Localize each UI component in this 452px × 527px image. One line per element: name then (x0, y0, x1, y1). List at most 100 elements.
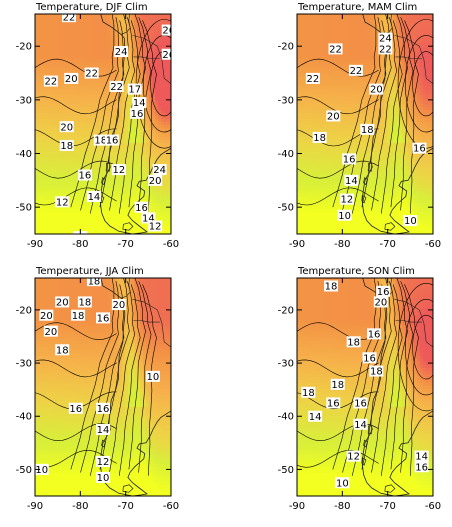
contour-label: 14 (344, 174, 359, 187)
svg-text:20: 20 (149, 176, 162, 187)
contour-line (404, 284, 419, 476)
country-border (394, 299, 433, 348)
contour-label: 18 (93, 134, 108, 147)
contour-label: 12 (96, 455, 110, 468)
island-outline (122, 222, 134, 231)
country-border (133, 320, 160, 323)
island-outline (101, 439, 106, 448)
contour-label: 10 (145, 370, 160, 383)
contour-label: 20 (373, 296, 388, 309)
contour-label: 18 (55, 344, 70, 356)
contour-label: 18 (346, 336, 361, 348)
contour-label: 22 (328, 43, 343, 55)
country-border (120, 14, 131, 35)
island-outline (363, 177, 368, 186)
island-outline (384, 222, 396, 231)
y-tick-label: -30 (278, 95, 294, 106)
contour-label: 16 (367, 328, 382, 340)
contour-line (109, 281, 136, 473)
x-tick-label: -80 (334, 501, 350, 512)
contour-line (297, 322, 379, 341)
contour-label: 20 (43, 325, 58, 338)
y-tick-label: -50 (16, 465, 32, 476)
contour-label: 18 (360, 123, 375, 136)
contour-label: 16 (353, 397, 368, 410)
coastline (99, 14, 171, 234)
contour-line (342, 281, 382, 473)
svg-text:12: 12 (112, 165, 125, 176)
contour-label: 22 (378, 43, 393, 55)
svg-text:22: 22 (110, 82, 123, 93)
svg-text:20: 20 (65, 74, 78, 85)
y-tick-label: -40 (278, 149, 294, 160)
contour-line (138, 281, 152, 473)
contour-line (397, 283, 433, 412)
plot-frame (34, 13, 172, 235)
contour-label: 16 (130, 107, 144, 120)
contour-label: 18 (324, 280, 338, 293)
svg-text:12: 12 (56, 197, 69, 208)
x-tick-label: -60 (425, 239, 441, 250)
plot-frame (296, 277, 434, 497)
contour-label: 22 (109, 80, 124, 93)
contour-line (405, 35, 433, 133)
x-tick-label: -90 (289, 239, 305, 250)
x-tick-label: -60 (163, 501, 179, 512)
y-tick-label: -20 (16, 42, 32, 53)
contour-label: 14 (86, 190, 101, 203)
contour-line (35, 160, 117, 179)
contour-line (109, 17, 136, 211)
country-border (395, 320, 422, 323)
plot-frame (34, 277, 172, 497)
contour-line (412, 51, 433, 117)
contour-line (390, 278, 408, 470)
svg-text:22: 22 (85, 69, 98, 80)
contour-label: 20 (55, 296, 70, 309)
contour-line (371, 17, 398, 211)
country-border (132, 299, 171, 348)
contour-line (390, 14, 408, 208)
contour-label: 18 (330, 378, 345, 391)
contour-label: 20 (39, 309, 54, 322)
contour-line (297, 450, 379, 468)
contour-label: 24 (114, 46, 129, 58)
island-outline (367, 425, 373, 435)
contour-label: 10 (403, 215, 418, 227)
svg-text:18: 18 (94, 136, 107, 147)
contour-label: 16 (414, 461, 429, 473)
y-tick-label: -30 (16, 95, 32, 106)
contour-label: 14 (132, 97, 147, 109)
island-outline (363, 439, 368, 448)
contour-label: 10 (35, 463, 49, 476)
svg-text:26: 26 (162, 50, 175, 61)
y-tick-label: -20 (278, 42, 294, 53)
y-tick-label: -20 (278, 305, 294, 316)
country-border (120, 278, 131, 299)
contour-label: 10 (96, 471, 110, 484)
contour-label: 18 (301, 386, 316, 399)
island-outline (105, 162, 111, 172)
svg-text:18: 18 (60, 141, 73, 152)
svg-text:16: 16 (106, 136, 119, 147)
svg-text:10: 10 (144, 235, 157, 246)
contour-line (405, 298, 433, 396)
country-border (132, 35, 171, 85)
contour-line (35, 322, 117, 341)
contour-label: 20 (59, 121, 74, 133)
panel-title: Temperature, JJA Clim (35, 266, 144, 277)
contour-label: 14 (353, 418, 368, 431)
plot-frame (296, 13, 434, 235)
island-outline (122, 484, 134, 493)
y-tick-label: -50 (16, 203, 32, 214)
contour-label: 10 (335, 477, 350, 489)
contour-line (128, 278, 146, 470)
svg-text:12: 12 (149, 222, 162, 233)
contour-label: 16 (68, 402, 83, 415)
x-tick-label: -80 (72, 239, 88, 250)
y-tick-label: -30 (278, 359, 294, 370)
svg-text:20: 20 (60, 122, 73, 133)
contour-label: 22 (43, 75, 58, 88)
